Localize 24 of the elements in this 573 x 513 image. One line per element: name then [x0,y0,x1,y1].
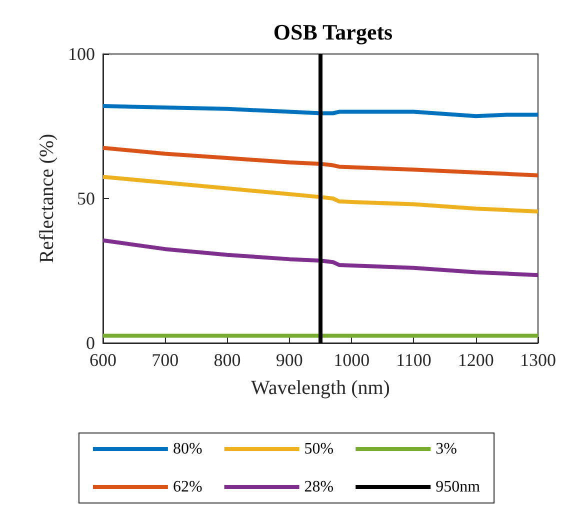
x-tick-label: 900 [276,350,303,370]
y-tick-label: 100 [68,44,95,64]
line-series [101,238,540,278]
line-series [101,174,540,214]
x-tick-label: 1200 [458,350,494,370]
y-axis-title: Reflectance (%) [36,134,58,264]
legend-label: 62% [172,478,202,496]
legend-label: 80% [172,440,202,458]
legend-label: 3% [436,440,457,458]
y-tick-label: 0 [86,333,95,353]
legend-label: 28% [304,478,334,496]
x-axis-title: Wavelength (nm) [251,377,390,399]
chart-title: OSB Targets [273,20,394,44]
x-tick-label: 1100 [396,350,432,370]
legend-label: 950nm [436,478,481,496]
x-tick-label: 800 [214,350,241,370]
line-series [101,146,540,178]
x-tick-label: 1000 [334,350,370,370]
legend-label: 50% [304,440,334,458]
x-tick-label: 700 [152,350,179,370]
y-tick-label: 50 [77,188,95,208]
x-tick-label: 600 [90,350,116,370]
x-tick-label: 1300 [520,350,556,370]
line-series [101,104,540,118]
